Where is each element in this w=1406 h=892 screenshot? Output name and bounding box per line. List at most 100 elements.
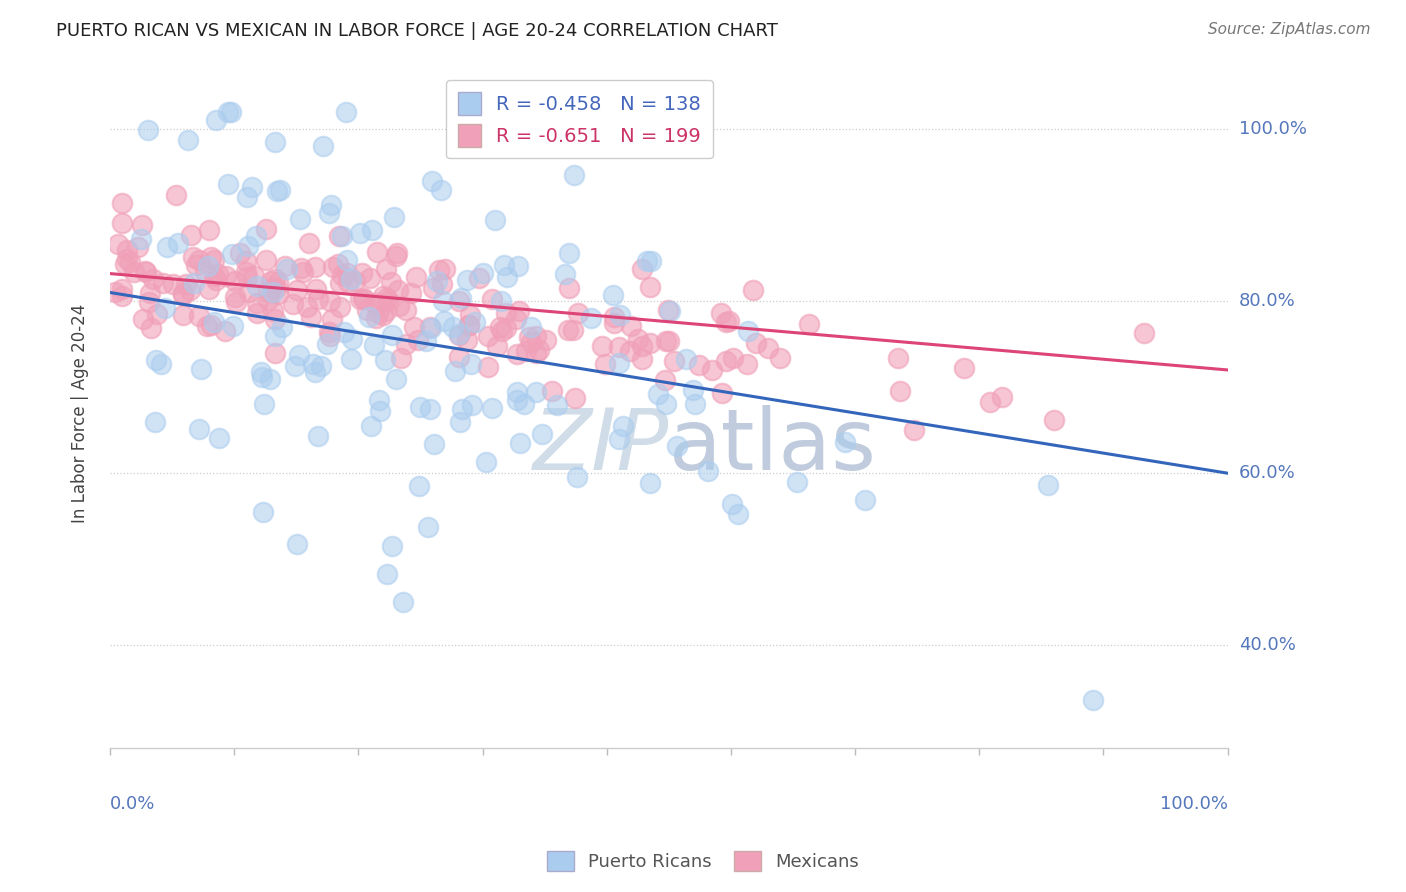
Point — [581, 310, 603, 325]
Point — [122, 264, 145, 278]
Point — [297, 236, 319, 251]
Point — [188, 253, 211, 268]
Point — [505, 392, 527, 407]
Point — [235, 265, 257, 279]
Point — [321, 311, 343, 326]
Point — [152, 276, 174, 290]
Point — [419, 321, 441, 335]
Point — [195, 319, 218, 334]
Point — [529, 343, 551, 357]
Point — [336, 253, 359, 268]
Point — [214, 324, 236, 338]
Point — [205, 113, 228, 128]
Point — [254, 221, 277, 235]
Point — [697, 464, 720, 478]
Point — [291, 264, 314, 278]
Point — [357, 310, 380, 325]
Point — [377, 294, 399, 309]
Point — [288, 211, 311, 226]
Point — [172, 285, 194, 300]
Text: 100.0%: 100.0% — [1160, 796, 1227, 814]
Point — [187, 422, 209, 436]
Point — [447, 350, 470, 364]
Point — [202, 315, 225, 329]
Point — [630, 351, 652, 366]
Point — [416, 520, 439, 534]
Point — [134, 264, 156, 278]
Point — [702, 362, 724, 376]
Point — [745, 336, 768, 351]
Point — [631, 339, 654, 353]
Point — [409, 400, 432, 414]
Point — [721, 497, 744, 511]
Point — [360, 223, 382, 237]
Point — [524, 329, 547, 343]
Point — [318, 294, 340, 309]
Point — [197, 223, 219, 237]
Point — [558, 245, 581, 260]
Point — [657, 303, 679, 318]
Point — [304, 260, 326, 275]
Point — [156, 240, 179, 254]
Point — [419, 402, 441, 417]
Point — [456, 273, 478, 287]
Point — [558, 281, 581, 295]
Legend: Puerto Ricans, Mexicans: Puerto Ricans, Mexicans — [540, 844, 866, 879]
Point — [198, 282, 221, 296]
Point — [456, 334, 478, 348]
Point — [492, 258, 515, 272]
Point — [477, 360, 499, 375]
Point — [194, 265, 217, 279]
Point — [349, 292, 371, 306]
Point — [326, 257, 349, 271]
Point — [129, 232, 152, 246]
Point — [146, 306, 169, 320]
Point — [139, 286, 162, 301]
Point — [318, 206, 340, 220]
Point — [512, 397, 534, 411]
Point — [111, 195, 134, 210]
Point — [1133, 326, 1156, 340]
Point — [367, 306, 389, 320]
Point — [215, 269, 238, 284]
Point — [718, 314, 741, 328]
Text: PUERTO RICAN VS MEXICAN IN LABOR FORCE | AGE 20-24 CORRELATION CHART: PUERTO RICAN VS MEXICAN IN LABOR FORCE |… — [56, 22, 778, 40]
Point — [373, 308, 395, 322]
Point — [284, 359, 307, 373]
Point — [395, 302, 418, 317]
Point — [219, 104, 242, 119]
Point — [263, 329, 285, 343]
Point — [190, 362, 212, 376]
Point — [404, 320, 426, 334]
Point — [387, 283, 409, 297]
Point — [139, 320, 162, 334]
Point — [433, 314, 456, 328]
Point — [508, 259, 530, 273]
Text: atlas: atlas — [669, 405, 877, 488]
Point — [662, 353, 685, 368]
Point — [202, 253, 225, 268]
Point — [153, 301, 176, 316]
Point — [262, 285, 284, 299]
Point — [271, 320, 294, 334]
Point — [143, 415, 166, 429]
Point — [449, 327, 471, 342]
Point — [391, 595, 413, 609]
Point — [564, 391, 586, 405]
Point — [834, 434, 856, 449]
Point — [336, 266, 359, 280]
Point — [319, 329, 342, 343]
Point — [714, 315, 737, 329]
Point — [385, 249, 408, 263]
Point — [114, 257, 136, 271]
Point — [332, 325, 354, 339]
Point — [619, 343, 641, 358]
Point — [1043, 413, 1066, 427]
Point — [737, 357, 759, 371]
Point — [593, 357, 616, 371]
Point — [336, 276, 359, 290]
Point — [262, 281, 284, 295]
Point — [647, 386, 669, 401]
Point — [506, 385, 529, 400]
Point — [447, 328, 470, 343]
